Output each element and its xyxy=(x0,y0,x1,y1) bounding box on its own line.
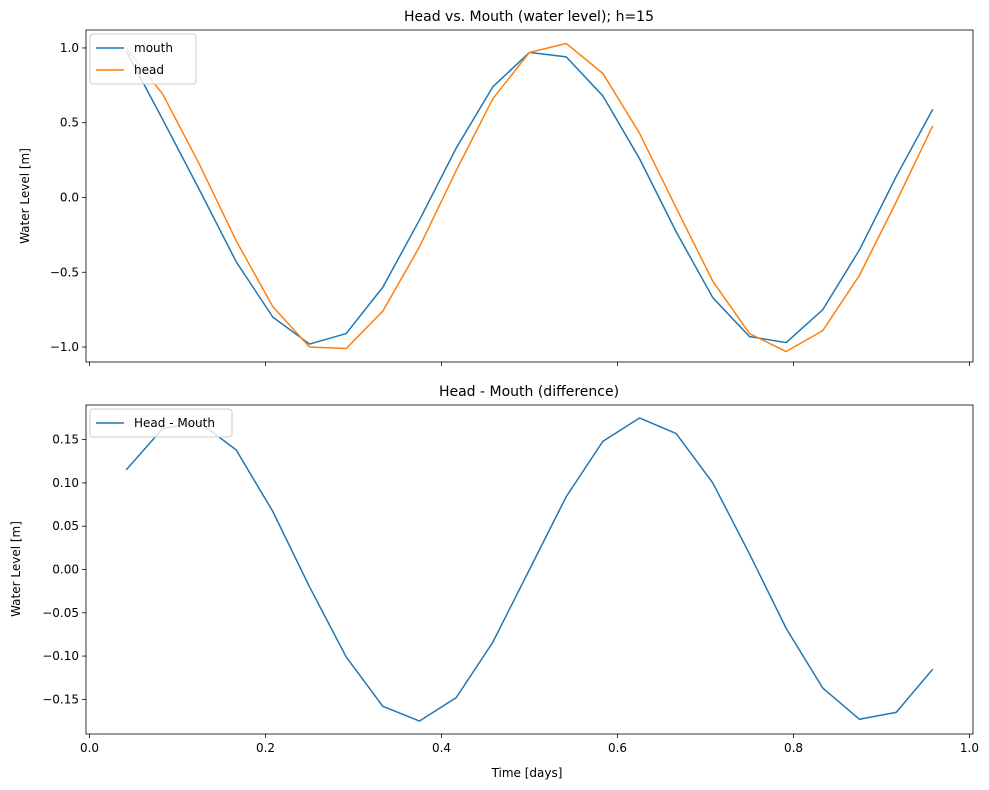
y-tick-label: 0.15 xyxy=(52,433,79,447)
y-tick-label: −0.05 xyxy=(42,606,79,620)
y-tick-label: −0.15 xyxy=(42,692,79,706)
legend-box xyxy=(89,408,233,438)
x-tick-label: 1.0 xyxy=(960,741,979,755)
bottom-panel: Head - Mouth (difference) Water Level [m… xyxy=(9,384,979,780)
legend-label: mouth xyxy=(134,41,173,55)
top-panel-title: Head vs. Mouth (water level); h=15 xyxy=(404,9,654,25)
y-tick-label: 0.10 xyxy=(52,476,79,490)
y-tick-label: −0.10 xyxy=(42,649,79,663)
y-tick-label: 0.0 xyxy=(60,190,79,204)
axes-frame xyxy=(85,29,974,363)
bottom-panel-title: Head - Mouth (difference) xyxy=(439,384,619,400)
bottom-panel-plot-area: 0.15 0.10 0.05 0.00 −0.05 −0.10 −0.15 0.0 0.2 0.4… xyxy=(42,404,979,755)
y-tick-label: 0.00 xyxy=(52,563,79,577)
y-tick-label: 0.5 xyxy=(60,116,79,130)
x-tick-label: 0.0 xyxy=(80,741,99,755)
x-tick-label: 0.6 xyxy=(608,741,627,755)
x-tick-label: 0.8 xyxy=(784,741,803,755)
legend-label: Head - Mouth xyxy=(134,416,215,430)
y-tick-label: 0.05 xyxy=(52,519,79,533)
legend-box xyxy=(89,33,197,85)
legend: Head - Mouth xyxy=(89,408,233,438)
legend: mouth head xyxy=(89,33,197,85)
x-tick-label: 0.2 xyxy=(256,741,275,755)
bottom-panel-x-axis-label: Time [days] xyxy=(491,766,563,780)
x-tick-label: 0.4 xyxy=(432,741,451,755)
top-panel-plot-area: 1.0 0.5 0.0 −0.5 −1.0 mouth head xyxy=(50,29,974,366)
top-panel: Head vs. Mouth (water level); h=15 Water… xyxy=(18,9,974,366)
bottom-panel-y-axis-label: Water Level [m] xyxy=(9,521,23,617)
legend-label: head xyxy=(134,63,164,77)
y-tick-label: 1.0 xyxy=(60,41,79,55)
y-tick-label: −0.5 xyxy=(50,265,79,279)
y-tick-label: −1.0 xyxy=(50,340,79,354)
series-line-head xyxy=(125,42,934,353)
series-line-head-mouth xyxy=(125,417,934,722)
top-panel-y-axis-label: Water Level [m] xyxy=(18,148,32,244)
